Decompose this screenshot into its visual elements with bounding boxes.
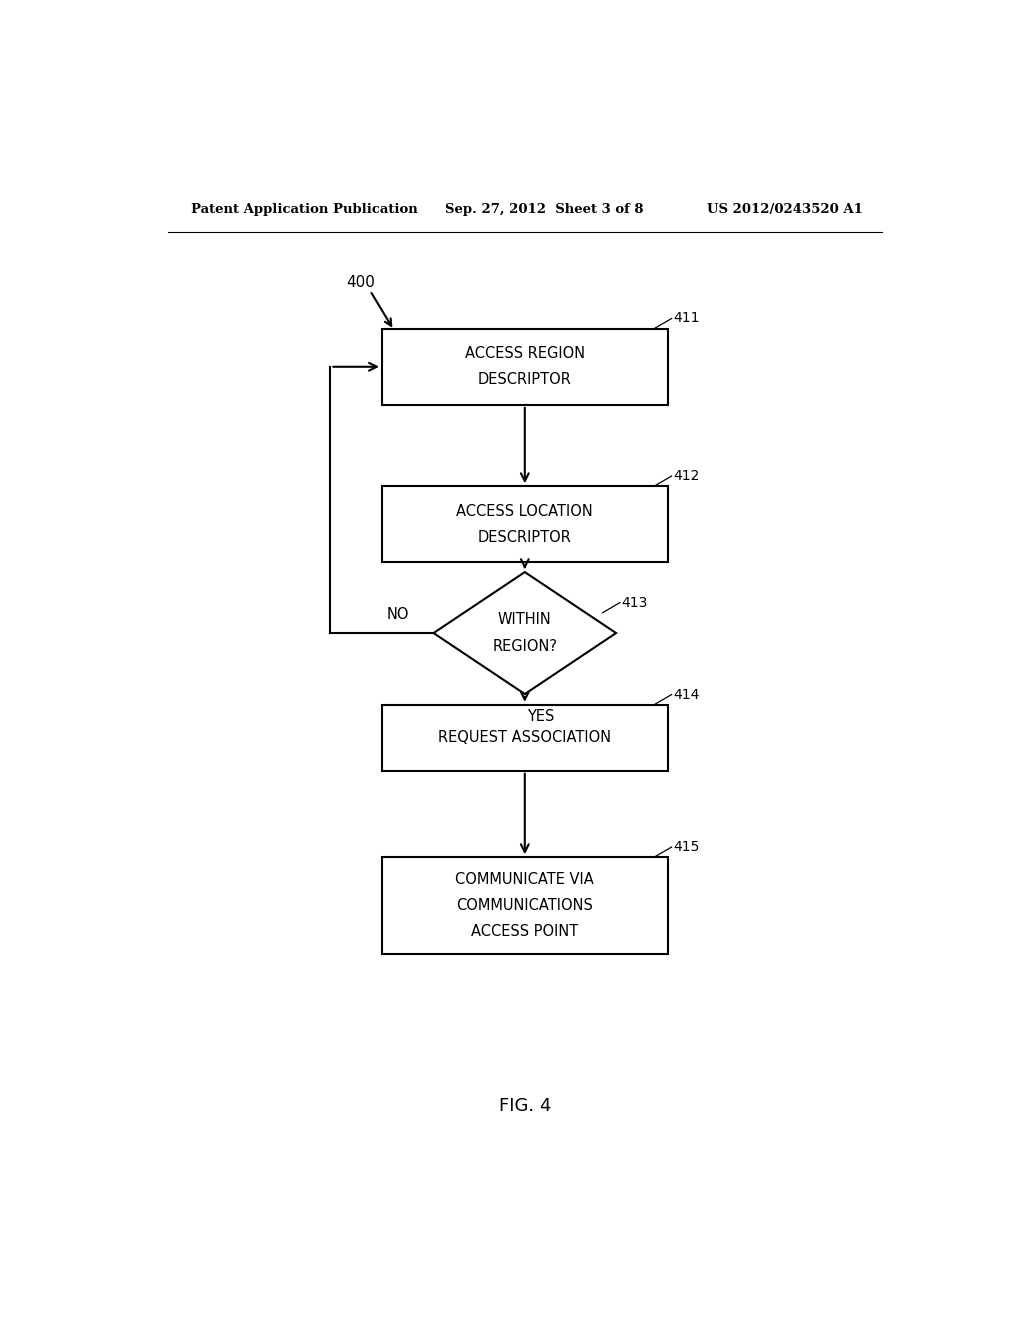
Text: WITHIN: WITHIN [498, 612, 552, 627]
Text: 412: 412 [673, 469, 699, 483]
Text: COMMUNICATE VIA: COMMUNICATE VIA [456, 871, 594, 887]
Text: 400: 400 [346, 275, 375, 290]
Polygon shape [433, 572, 616, 694]
Text: 415: 415 [673, 840, 699, 854]
Text: YES: YES [527, 709, 554, 723]
Text: DESCRIPTOR: DESCRIPTOR [478, 531, 571, 545]
Text: COMMUNICATIONS: COMMUNICATIONS [457, 898, 593, 913]
FancyBboxPatch shape [382, 486, 668, 562]
Text: FIG. 4: FIG. 4 [499, 1097, 551, 1114]
Text: ACCESS LOCATION: ACCESS LOCATION [457, 504, 593, 519]
Text: NO: NO [387, 607, 409, 622]
Text: 414: 414 [673, 688, 699, 701]
FancyBboxPatch shape [382, 705, 668, 771]
Text: REQUEST ASSOCIATION: REQUEST ASSOCIATION [438, 730, 611, 746]
FancyBboxPatch shape [382, 857, 668, 954]
Text: 413: 413 [622, 595, 648, 610]
Text: ACCESS REGION: ACCESS REGION [465, 346, 585, 362]
Text: DESCRIPTOR: DESCRIPTOR [478, 372, 571, 388]
Text: Patent Application Publication: Patent Application Publication [191, 203, 418, 215]
FancyBboxPatch shape [382, 329, 668, 405]
Text: REGION?: REGION? [493, 639, 557, 653]
Text: US 2012/0243520 A1: US 2012/0243520 A1 [708, 203, 863, 215]
Text: ACCESS POINT: ACCESS POINT [471, 924, 579, 940]
Text: 411: 411 [673, 312, 699, 326]
Text: Sep. 27, 2012  Sheet 3 of 8: Sep. 27, 2012 Sheet 3 of 8 [445, 203, 644, 215]
